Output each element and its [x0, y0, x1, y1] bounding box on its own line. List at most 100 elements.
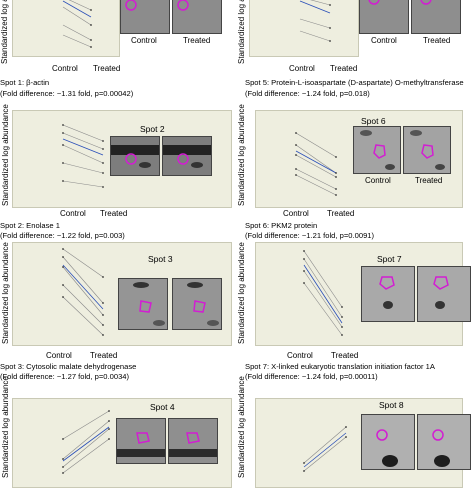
mean-line: [62, 0, 92, 18]
paired-line: [62, 438, 110, 474]
spot-label: Spot 2: [140, 124, 165, 134]
gel-image-control: [353, 126, 401, 174]
paired-line: [62, 420, 110, 460]
gel-image-treated: [417, 266, 471, 322]
x-tick-control: Control: [289, 64, 315, 73]
y-axis-label: Standardized log abundance: [237, 0, 246, 64]
caption-stats: (Fold difference: −1.24 fold, p=0.00011): [245, 372, 378, 381]
panel-spot3: Spot 3 Standardized log abundance Contro…: [0, 238, 237, 381]
y-axis-label: Standardized log abundance: [237, 242, 246, 344]
y-axis-label: Standardized log abundance: [1, 376, 10, 478]
spot-highlight: [376, 429, 388, 441]
spot-highlight: [433, 276, 449, 290]
caption-title: Spot 1: β-actin: [0, 78, 50, 87]
spot-label: Spot 8: [379, 400, 404, 410]
gel-image-control: [361, 414, 415, 470]
y-axis-label: Standardized log abundance: [237, 104, 246, 206]
mean-line: [62, 138, 104, 156]
spot-label: Spot 3: [148, 254, 173, 264]
gel-image-control: [120, 0, 170, 34]
gel-image-control: [118, 278, 168, 330]
mean-line: [303, 432, 347, 468]
gel-image-control: [361, 266, 415, 322]
paired-line: [62, 284, 104, 326]
spot-highlight: [177, 153, 189, 165]
spot-highlight: [421, 144, 434, 159]
paired-line: [295, 154, 337, 178]
paired-line: [303, 282, 343, 336]
line-plot: [295, 132, 337, 196]
paired-line: [295, 168, 337, 190]
x-tick-control: Control: [60, 209, 86, 218]
line-plot: [303, 426, 347, 472]
panel-spot2: Spot 2 Standardized log abundance Contro…: [0, 104, 237, 240]
paired-line: [62, 24, 92, 41]
paired-line: [303, 250, 343, 308]
paired-line: [295, 144, 337, 174]
spot-label: Spot 7: [377, 254, 402, 264]
x-tick-treated: Treated: [90, 351, 118, 360]
paired-line: [295, 174, 337, 196]
spot-highlight: [177, 0, 189, 11]
spot-highlight: [136, 432, 150, 444]
x-tick-treated: Treated: [93, 64, 121, 73]
spot-highlight: [186, 432, 200, 444]
gel-label-control: Control: [371, 36, 397, 45]
caption-title: Spot 3: Cytosolic malate dehydrogenase: [0, 362, 137, 371]
paired-line: [303, 436, 347, 472]
paired-line: [62, 144, 104, 164]
caption-title: Spot 2: Enolase 1: [0, 221, 60, 230]
x-tick-treated: Treated: [331, 351, 359, 360]
paired-line: [299, 18, 331, 29]
paired-line: [303, 258, 343, 318]
x-tick-treated: Treated: [100, 209, 128, 218]
y-axis-label: Standardized log abundance: [0, 0, 9, 64]
caption-stats: (Fold difference: −1.27 fold, p=0.0034): [0, 372, 130, 381]
caption-stats: (Fold difference: −1.24 fold, p=0.018): [245, 89, 370, 98]
paired-line: [62, 132, 104, 150]
caption-title: Spot 7: X-linked eukaryotic translation …: [245, 362, 435, 371]
paired-line: [62, 428, 110, 468]
paired-line: [62, 162, 104, 174]
mean-line: [299, 0, 331, 14]
gel-label-treated: Treated: [415, 176, 443, 185]
paired-line: [62, 124, 104, 142]
plot-area: [12, 0, 120, 57]
line-plot: [62, 248, 104, 336]
plot-area: [249, 0, 359, 57]
gel-label-control: Control: [365, 176, 391, 185]
spot-highlight: [368, 0, 380, 5]
paired-line: [62, 256, 104, 304]
mean-line: [303, 264, 343, 324]
paired-line: [68, 0, 92, 11]
plot-area: [255, 398, 463, 488]
mean-line: [62, 264, 104, 310]
caption-stats: (Fold difference: −1.21 fold, p=0.0091): [245, 231, 375, 240]
spot-highlight: [193, 300, 206, 313]
paired-line: [303, 270, 343, 328]
gel-image-treated: [417, 414, 471, 470]
mean-line: [295, 150, 337, 174]
gel-label-control: Control: [131, 36, 157, 45]
line-plot: [303, 250, 343, 336]
gel-image-treated: [403, 126, 451, 174]
spot-label: Spot 6: [361, 116, 386, 126]
x-tick-control: Control: [46, 351, 72, 360]
x-tick-control: Control: [287, 351, 313, 360]
line-plot: [62, 124, 104, 188]
paired-line: [62, 248, 104, 278]
paired-line: [299, 30, 331, 42]
gel-image-treated: [411, 0, 461, 34]
paired-line: [310, 0, 331, 6]
gel-image-treated: [172, 278, 222, 330]
spot-highlight: [379, 276, 395, 290]
panel-spot7: Spot 7 Standardized log abundance Contro…: [237, 238, 474, 381]
x-tick-control: Control: [283, 209, 309, 218]
spot-highlight: [139, 300, 152, 313]
paired-line: [62, 180, 104, 188]
panel-spot1: Standardized log abundance Control Treat…: [0, 0, 237, 120]
gel-image-treated: [172, 0, 222, 34]
y-axis-label: Standardized log abundance: [1, 104, 10, 206]
line-plot: [299, 0, 331, 42]
spot-highlight: [373, 144, 386, 159]
